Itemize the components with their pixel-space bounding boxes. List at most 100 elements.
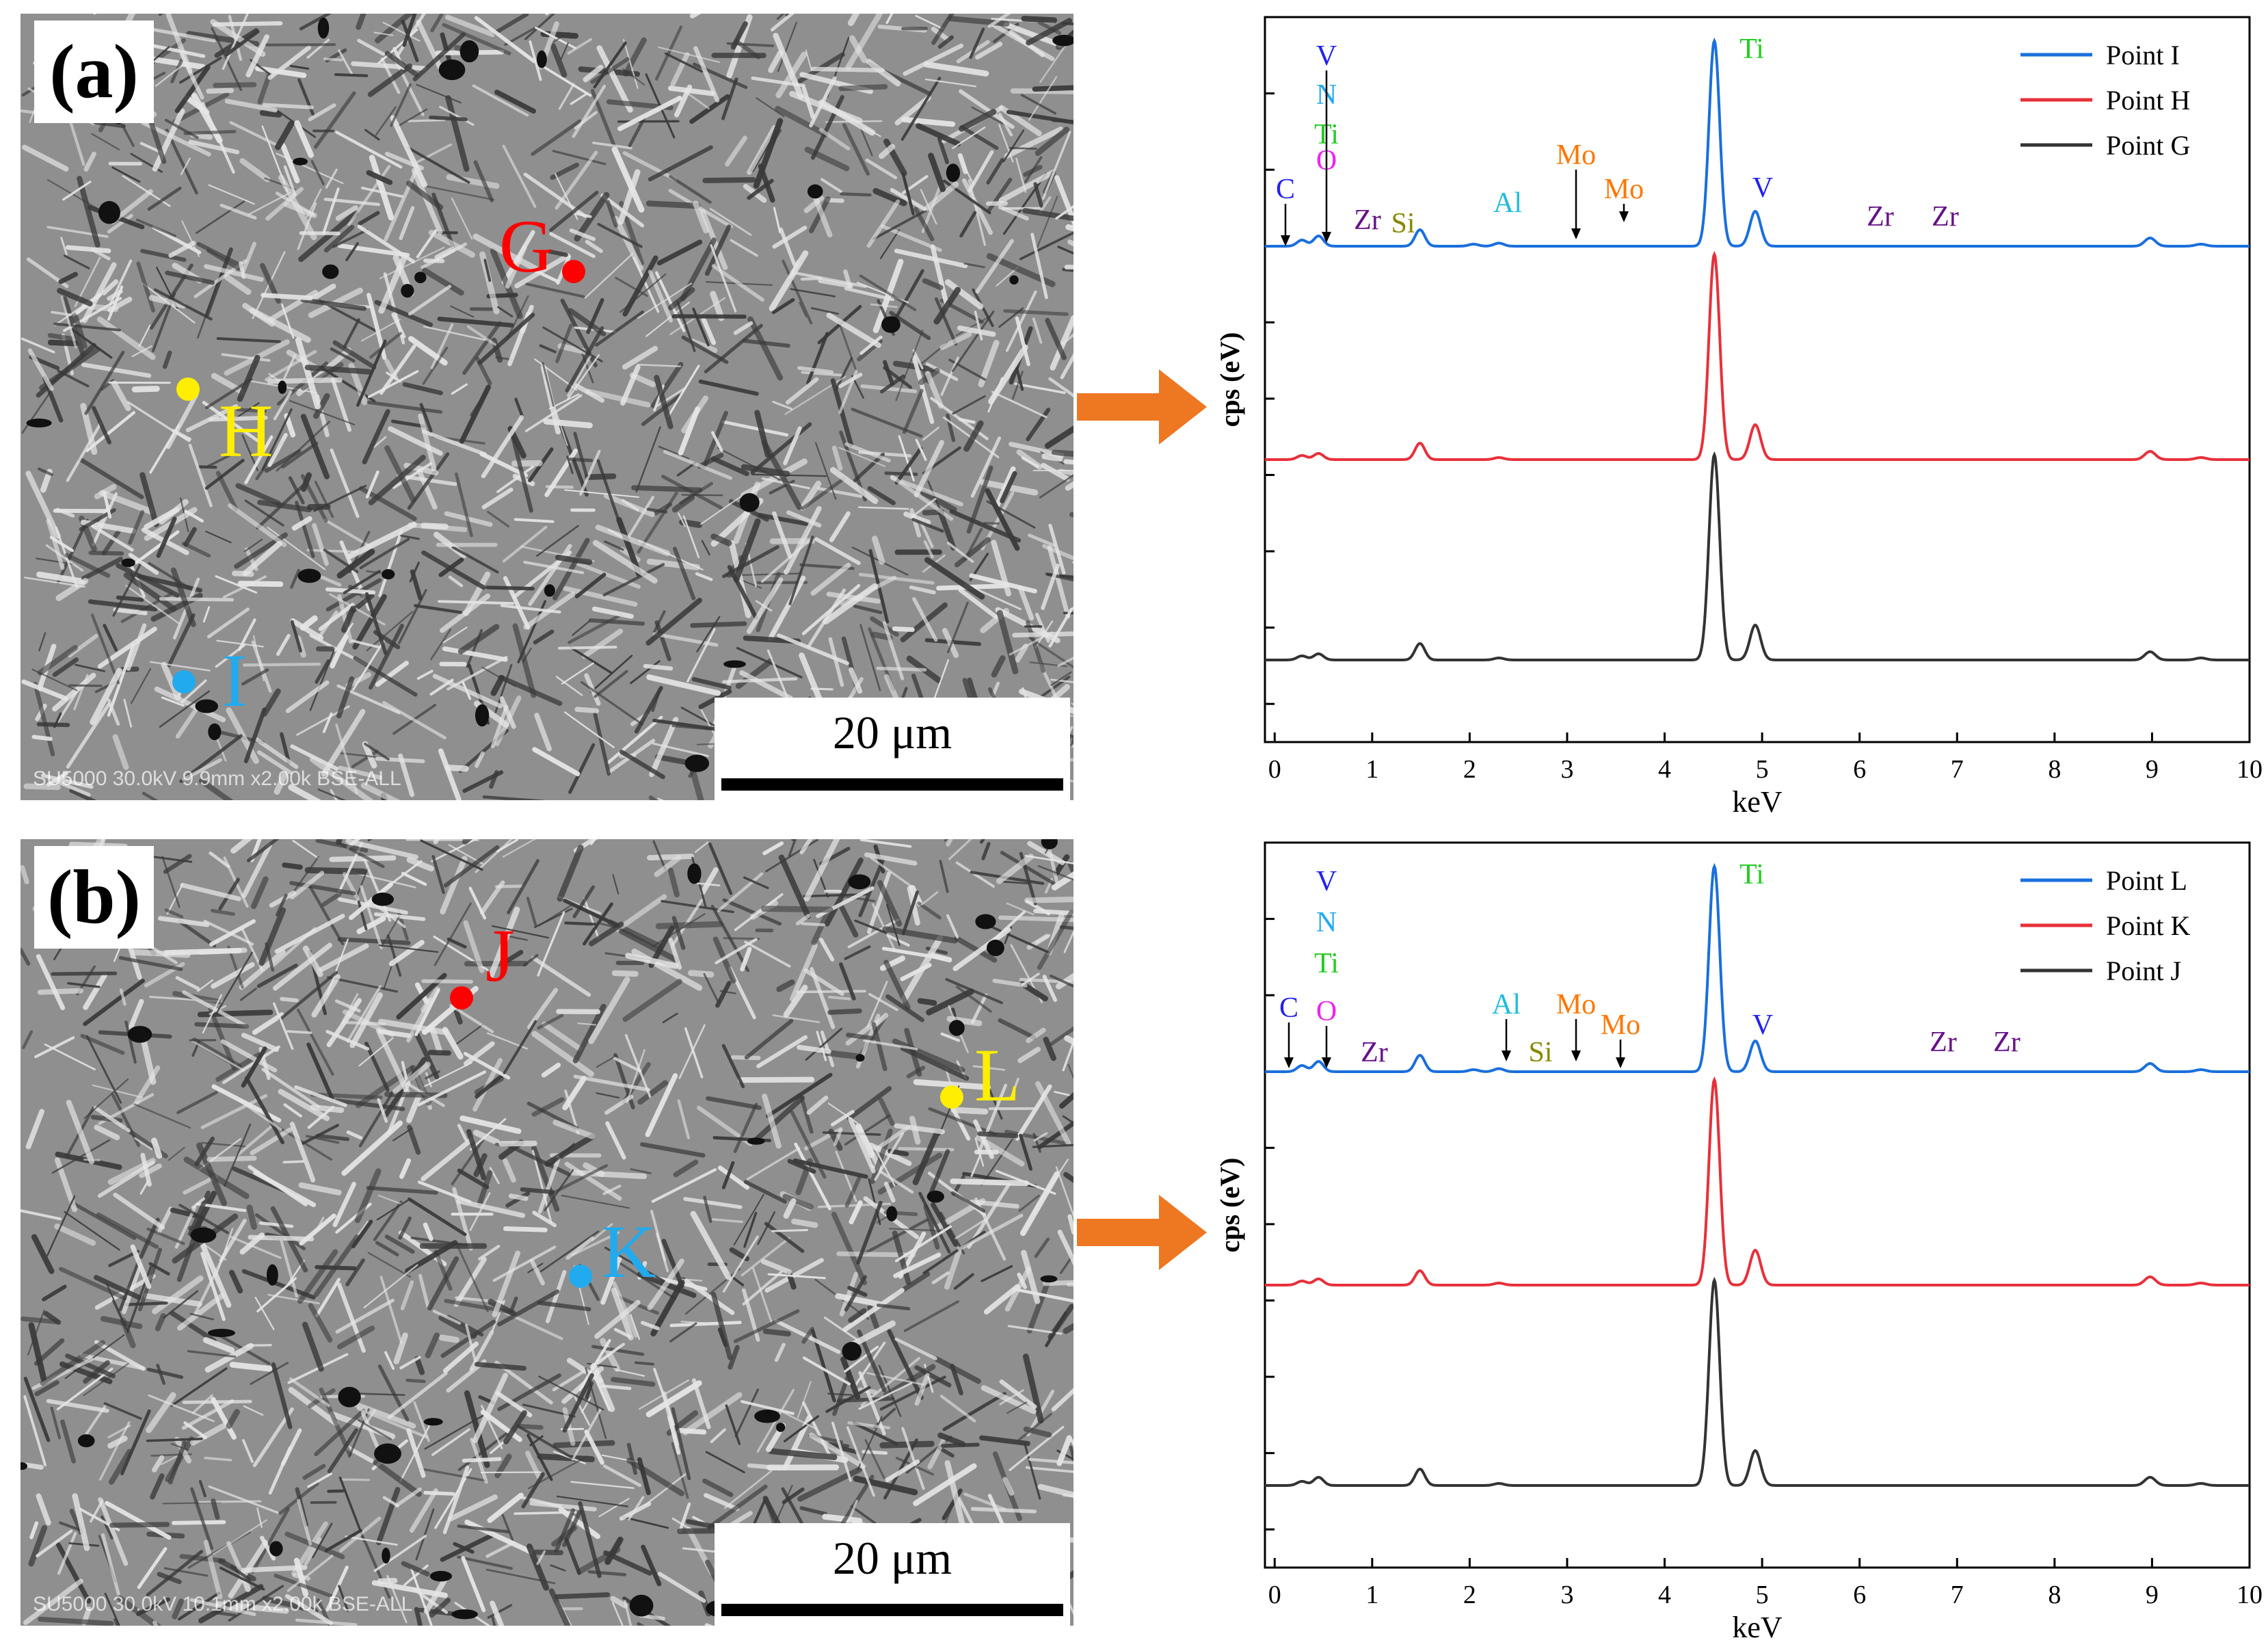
element-label: Mo: [1604, 174, 1644, 205]
x-tick-label: 4: [1658, 755, 1671, 784]
arrow-right-icon: [1077, 369, 1207, 445]
x-axis-label: keV: [1732, 785, 1783, 819]
element-label: Zr: [1932, 201, 1959, 233]
scale-bar: 20 μm: [715, 1523, 1070, 1626]
scale-bar-line: [721, 1604, 1063, 1616]
x-tick-label: 2: [1463, 755, 1476, 784]
x-tick-label: 4: [1658, 1581, 1671, 1609]
scale-bar-label: 20 μm: [832, 706, 952, 758]
x-tick-label: 2: [1463, 1581, 1476, 1609]
element-label: Al: [1492, 989, 1521, 1020]
x-axis-label: keV: [1732, 1611, 1783, 1644]
x-tick-label: 7: [1951, 1581, 1964, 1609]
sem-micrograph: (a) G H I SU5000 30.0kV 9.9mm x2.00k BSE…: [21, 14, 1073, 800]
legend-label: Point L: [2106, 865, 2187, 896]
panel-a: (a) G H I SU5000 30.0kV 9.9mm x2.00k BSE…: [21, 14, 2263, 819]
element-label: Mo: [1601, 1009, 1640, 1041]
x-tick-label: 5: [1756, 1581, 1769, 1609]
micrograph-texture: [21, 839, 1073, 1626]
x-tick-label: 3: [1560, 1581, 1573, 1609]
series-line-point-l: [1265, 862, 2250, 1073]
element-label: O: [1316, 996, 1337, 1027]
y-axis-label: cps (eV): [1214, 332, 1245, 427]
x-tick-label: 9: [2146, 755, 2159, 784]
element-label: C: [1279, 992, 1298, 1024]
element-label: Si: [1391, 208, 1415, 239]
series-line-point-i: [1265, 37, 2250, 248]
sem-footer: SU5000 30.0kV 9.9mm x2.00k BSE-ALL: [33, 767, 401, 790]
y-axis-label: cps (eV): [1214, 1158, 1245, 1253]
plot-frame: [1264, 16, 2251, 743]
point-marker-l: [940, 1085, 963, 1109]
x-tick-label: 1: [1365, 755, 1378, 784]
point-label-h: H: [219, 389, 274, 473]
legend-label: Point I: [2106, 40, 2180, 70]
element-label: Mo: [1556, 140, 1596, 171]
x-tick-label: 0: [1268, 1581, 1281, 1609]
element-label: V: [1752, 172, 1773, 204]
x-tick-label: 8: [2048, 755, 2061, 784]
scale-bar-label: 20 μm: [832, 1532, 952, 1584]
element-label: Zr: [1354, 204, 1381, 236]
series-line-point-h: [1265, 250, 2250, 461]
element-label: Zr: [1361, 1037, 1388, 1068]
element-label: V: [1316, 866, 1337, 897]
x-axis: 0 1 2 3 4 5 6 7 8 9 10: [1268, 1558, 2263, 1609]
x-tick-label: 6: [1853, 1581, 1866, 1609]
panel-b: (b) J L K SU5000 30.0kV 10.1mm x2.00k BS…: [0, 826, 2268, 1651]
panel-label: (b): [34, 846, 154, 949]
legend-label: Point J: [2106, 955, 2181, 986]
x-tick-label: 8: [2048, 1581, 2061, 1609]
point-label-k: K: [602, 1210, 656, 1293]
element-label: Al: [1493, 187, 1522, 219]
x-axis: 0 1 2 3 4 5 6 7 8 9 10: [1268, 732, 2263, 784]
series-line-point-j: [1265, 1276, 2250, 1487]
plot-frame: [1264, 841, 2251, 1569]
element-label: Zr: [1867, 201, 1894, 233]
x-tick-label: 0: [1268, 755, 1281, 784]
series-line-point-g: [1265, 451, 2250, 661]
legend-label: Point K: [2106, 910, 2190, 941]
point-label-g: G: [499, 204, 554, 288]
point-label-i: I: [222, 639, 248, 722]
point-label-j: J: [485, 914, 515, 997]
pores: [21, 839, 1058, 1620]
point-marker-j: [450, 986, 473, 1009]
element-label: Zr: [1930, 1027, 1957, 1058]
x-tick-label: 10: [2237, 1581, 2263, 1609]
scale-bar-line: [721, 778, 1063, 791]
sem-footer: SU5000 30.0kV 10.1mm x2.00k BSE-ALL: [33, 1593, 413, 1615]
x-tick-label: 6: [1853, 755, 1866, 784]
point-marker-g: [562, 260, 585, 283]
sem-micrograph: (b) J L K SU5000 30.0kV 10.1mm x2.00k BS…: [21, 839, 1073, 1626]
legend: Point L Point K Point J: [2020, 865, 2190, 986]
legend: Point I Point H Point G: [2020, 40, 2190, 161]
element-label: C: [1276, 174, 1295, 205]
lamellae: [21, 839, 1073, 1626]
x-tick-label: 9: [2146, 1581, 2159, 1609]
legend-label: Point H: [2106, 85, 2190, 116]
point-marker-i: [172, 670, 196, 694]
point-marker-k: [569, 1265, 592, 1288]
x-tick-label: 5: [1756, 755, 1769, 784]
x-tick-label: 7: [1951, 755, 1964, 784]
series-line-point-k: [1265, 1076, 2250, 1286]
element-label: V: [1316, 40, 1337, 72]
element-label: Ti: [1314, 948, 1339, 979]
x-tick-label: 10: [2237, 755, 2263, 784]
element-label: Zr: [1993, 1027, 2020, 1058]
point-label-l: L: [974, 1033, 1021, 1117]
element-label: Ti: [1739, 859, 1764, 890]
element-label: V: [1752, 1009, 1773, 1041]
panel-label: (a): [34, 21, 154, 123]
point-marker-h: [176, 378, 200, 401]
legend-label: Point G: [2106, 130, 2190, 161]
element-label: N: [1316, 907, 1337, 938]
x-tick-label: 1: [1365, 1581, 1378, 1609]
element-label: Ti: [1739, 34, 1764, 65]
x-tick-label: 3: [1560, 755, 1573, 784]
